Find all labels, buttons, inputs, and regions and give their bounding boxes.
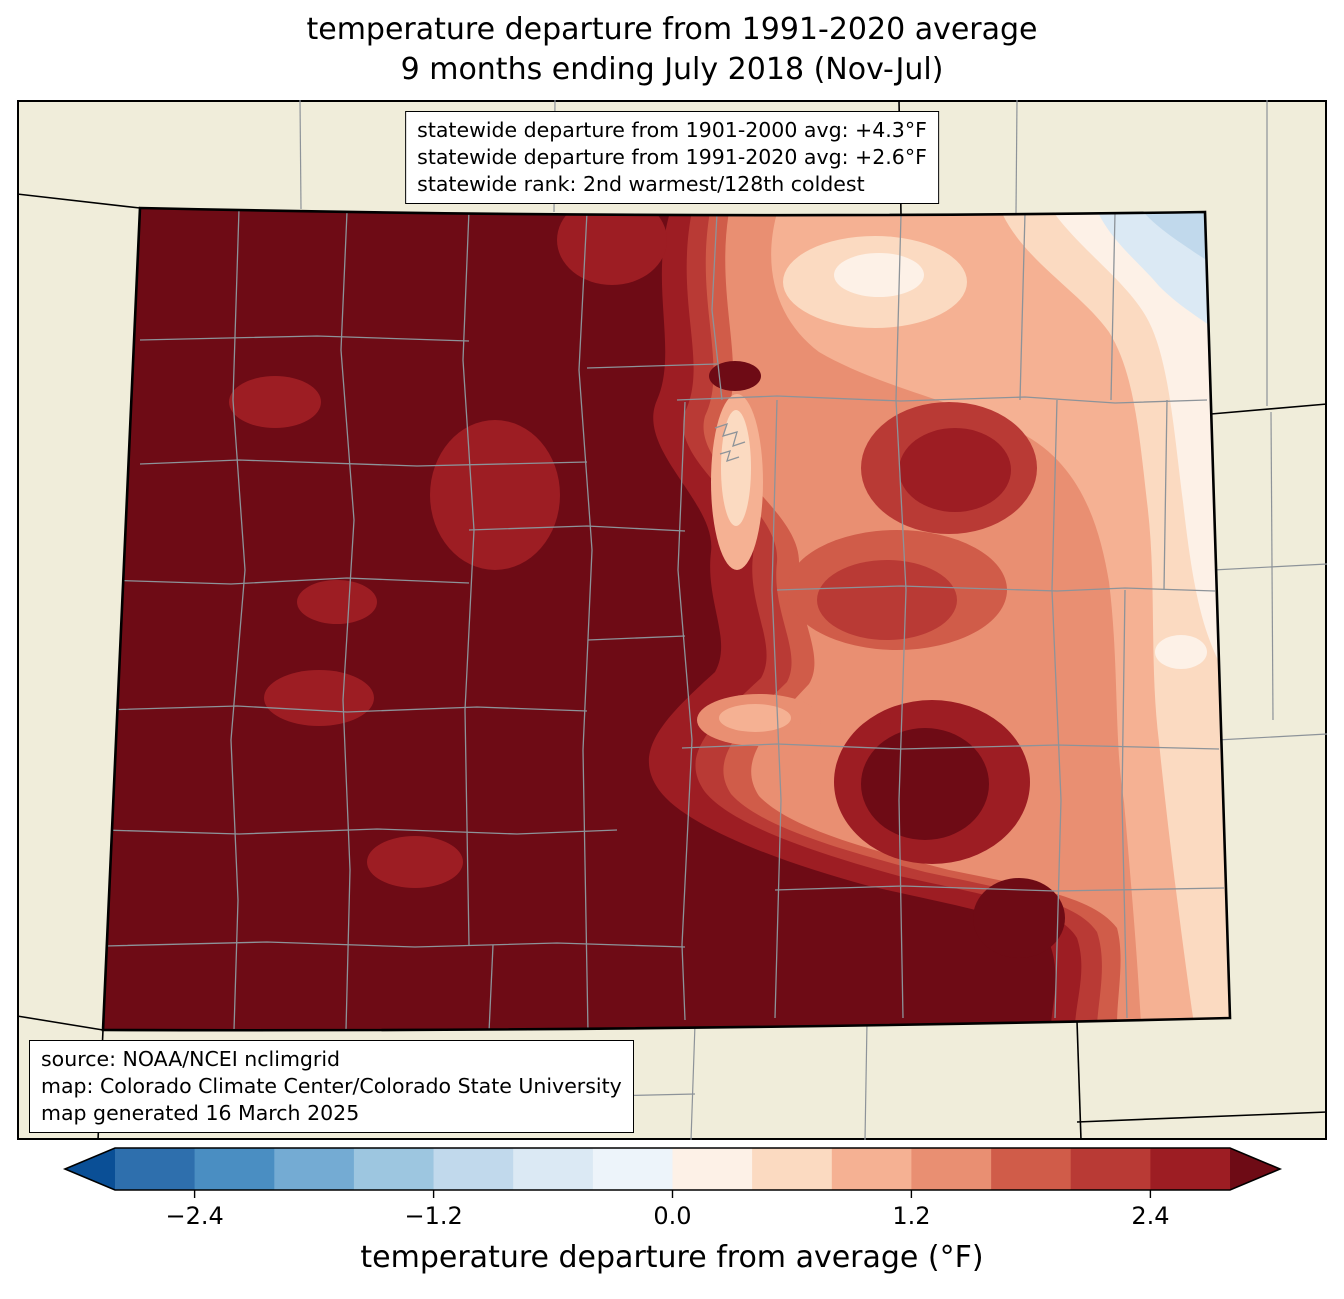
tick-label: 0.0 xyxy=(653,1202,691,1230)
patch-se-maroon xyxy=(973,878,1065,958)
patch-plains-dark-2 xyxy=(817,560,957,640)
tick-label: 2.4 xyxy=(1131,1202,1169,1230)
colorbar: −2.4 −1.2 0.0 1.2 2.4 xyxy=(62,1147,1283,1230)
title-line-1: temperature departure from 1991-2020 ave… xyxy=(306,12,1038,47)
patch-arkansas-tongue-core xyxy=(719,704,791,732)
source-line-1: source: NOAA/NCEI nclimgrid xyxy=(41,1047,341,1071)
band-0.8-1.2 xyxy=(771,208,1230,1024)
colorado-map-svg xyxy=(17,100,1327,1140)
colorado-state-border xyxy=(101,206,1232,1032)
source-box: source: NOAA/NCEI nclimgrid map: Colorad… xyxy=(29,1040,634,1133)
tick-label: −1.2 xyxy=(404,1202,462,1230)
figure-title: temperature departure from 1991-2020 ave… xyxy=(0,10,1344,90)
map-frame: statewide departure from 1901-2000 avg: … xyxy=(17,100,1327,1140)
stats-line-1: statewide departure from 1901-2000 avg: … xyxy=(417,118,927,142)
band-0.0-0.4 xyxy=(1049,208,1223,662)
stats-line-2: statewide departure from 1991-2020 avg: … xyxy=(417,145,927,169)
source-line-2: map: Colorado Climate Center/Colorado St… xyxy=(41,1074,622,1098)
source-line-3: map generated 16 March 2025 xyxy=(41,1101,360,1125)
county-lines xyxy=(103,208,1225,1031)
temperature-fill-layers xyxy=(103,208,1230,1031)
band-neg-0.8-0.4 xyxy=(1137,208,1213,264)
state-border-utah-wyoming xyxy=(17,193,141,209)
state-border-newmexico-oklahoma xyxy=(1076,1020,1082,1140)
colorbar-axis-label: temperature departure from average (°F) xyxy=(360,1240,984,1275)
patch-plains-maroon-core xyxy=(861,728,989,840)
colorbar-tick-marks xyxy=(193,1190,1152,1198)
stats-line-3: statewide rank: 2nd warmest/128th coldes… xyxy=(417,172,865,196)
colorbar-segments xyxy=(65,1148,1280,1190)
state-border-oklahoma-texas xyxy=(1076,1111,1327,1123)
patch-north-pale-core xyxy=(834,253,924,297)
tick-label: −2.4 xyxy=(165,1202,223,1230)
title-line-2: 9 months ending July 2018 (Nov-Jul) xyxy=(400,52,944,87)
colorbar-right-arrow xyxy=(1230,1148,1280,1190)
patch-plains-dark-4 xyxy=(899,428,1011,512)
stats-box: statewide departure from 1901-2000 avg: … xyxy=(405,111,939,204)
tick-label: 1.2 xyxy=(892,1202,930,1230)
state-border-utah-arizona xyxy=(17,1015,104,1031)
colorbar-tick-labels: −2.4 −1.2 0.0 1.2 2.4 xyxy=(165,1202,1169,1230)
state-border-nebraska-kansas xyxy=(1210,403,1327,415)
patch-east-white-spot xyxy=(1155,635,1207,669)
patch-denver-strip-core xyxy=(721,410,751,526)
colorbar-left-arrow xyxy=(65,1148,115,1190)
colorbar-outline xyxy=(62,1147,1283,1191)
patch-north-maroon xyxy=(709,361,761,391)
